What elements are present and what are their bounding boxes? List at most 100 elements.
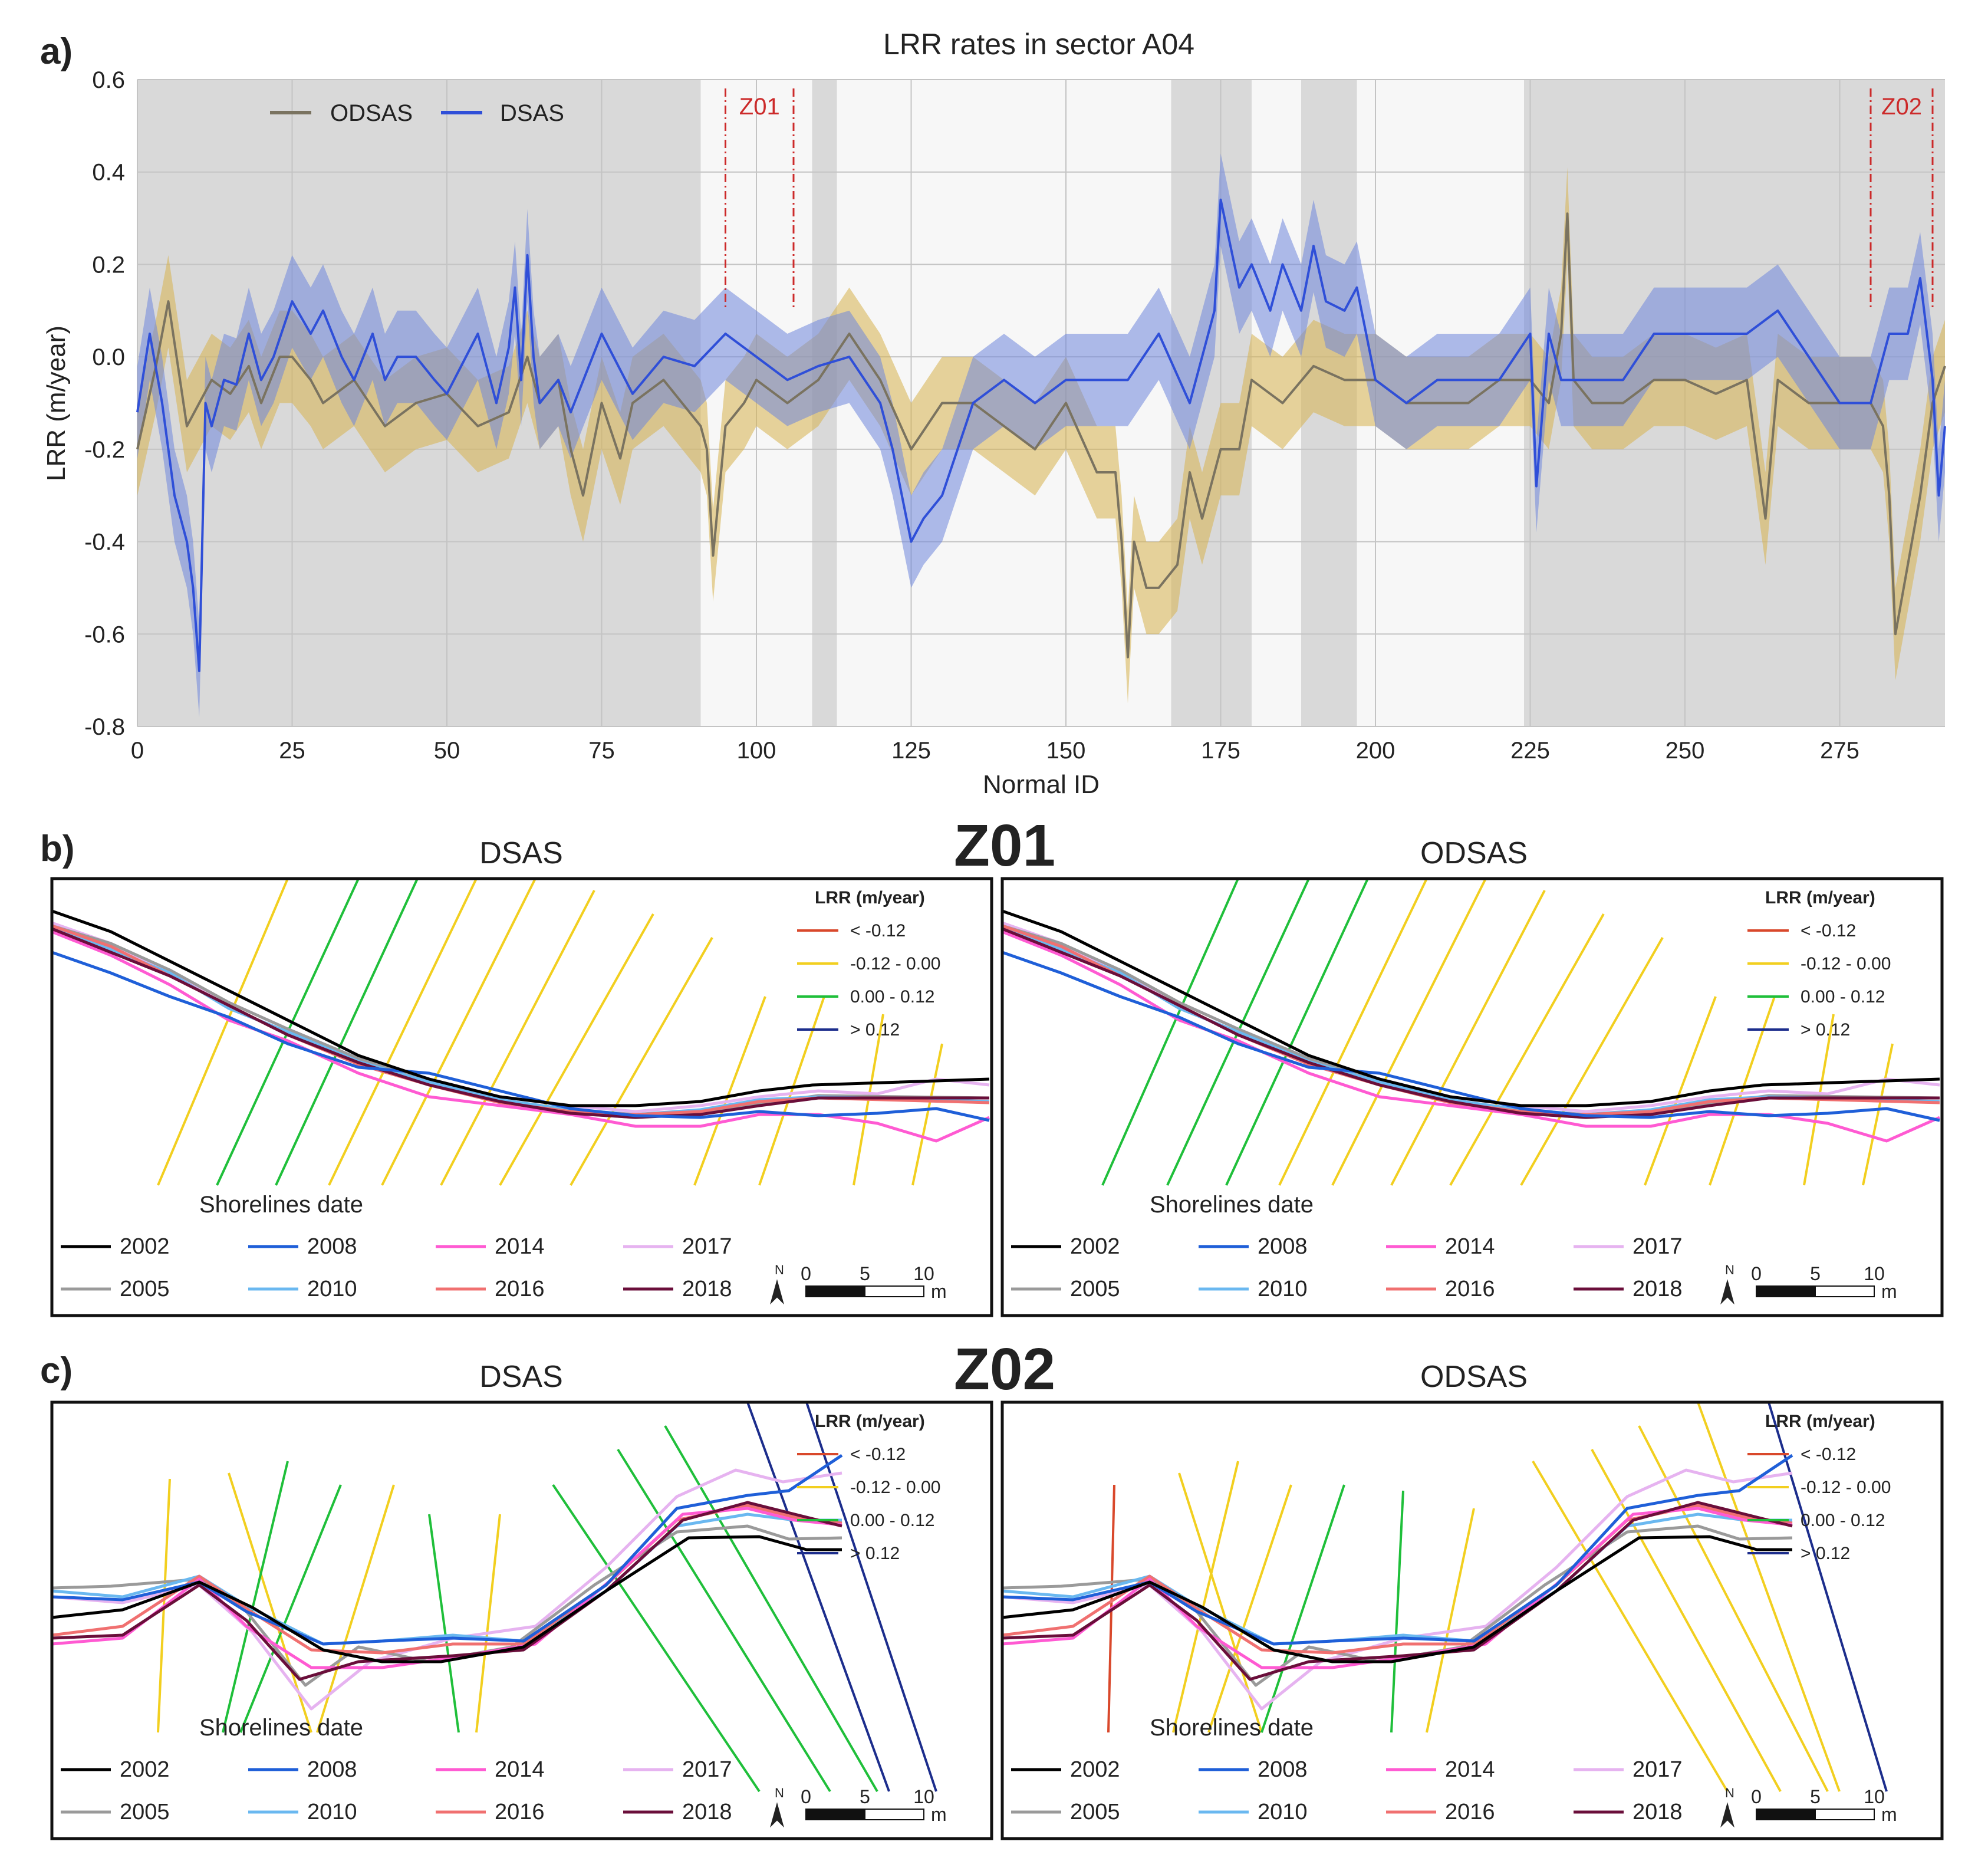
transect [746, 1402, 890, 1792]
transect [328, 879, 478, 1186]
x-tick-label: 125 [891, 738, 931, 764]
shoreline-2010 [1002, 927, 1940, 1116]
transect [381, 879, 537, 1186]
panel-a-label: a) [40, 31, 73, 72]
transect [758, 996, 825, 1186]
transect [157, 879, 289, 1186]
lrr-legend-label: 0.00 - 0.12 [850, 1511, 934, 1530]
lrr-legend-label: 0.00 - 0.12 [1801, 1511, 1885, 1530]
shoreline-2016 [52, 1504, 842, 1655]
transect [1697, 1402, 1841, 1792]
transect [1709, 996, 1776, 1186]
scalebar-label: 0 [801, 1786, 811, 1807]
north-label: N [775, 1786, 784, 1800]
lrr-legend-title: LRR (m/year) [1765, 888, 1875, 908]
x-tick-label: 75 [588, 738, 615, 764]
y-tick-label: 0.6 [92, 67, 125, 93]
transect [475, 1514, 501, 1733]
map-content [1002, 879, 1941, 1186]
lrr-legend-label: < -0.12 [1801, 921, 1856, 941]
x-tick-labels: 0 25 50 75 100 125 150 175 200 225 250 275 [131, 738, 1859, 764]
transect [1390, 890, 1546, 1186]
scalebar-white [864, 1809, 924, 1820]
scalebar-label: 10 [913, 1786, 934, 1807]
lrr-legend-label: 0.00 - 0.12 [850, 987, 934, 1007]
shoreline-2018 [1002, 927, 1940, 1119]
x-tick-label: 200 [1356, 738, 1395, 764]
map-frame [1000, 877, 1944, 1317]
transect [1207, 1484, 1292, 1733]
north-label: N [775, 1262, 784, 1277]
shoreline-legend-label: 2014 [495, 1234, 545, 1259]
north-label: N [1725, 1262, 1734, 1277]
transect [693, 996, 766, 1186]
map-frame [1000, 1400, 1944, 1840]
shoreline-legend-label: 2002 [120, 1234, 170, 1259]
transect [1591, 1449, 1782, 1792]
north-label: N [1725, 1786, 1734, 1800]
y-tick-label: 0.4 [92, 160, 125, 186]
scalebar-label: 10 [913, 1263, 934, 1284]
lrr-legend-title: LRR (m/year) [815, 888, 925, 908]
shoreline-legend-label: 2018 [682, 1800, 732, 1824]
x-tick-label: 250 [1666, 738, 1705, 764]
y-tick-label: -0.6 [84, 622, 125, 647]
lrr-legend-label: < -0.12 [850, 921, 906, 941]
y-axis-label: LRR (m/year) [42, 325, 71, 481]
shoreline-legend-label: 2018 [682, 1277, 732, 1301]
transect [222, 1461, 289, 1733]
panel-c-left-title: DSAS [479, 1360, 563, 1394]
shoreline-2002 [52, 1535, 842, 1663]
shoreline-legend-label: 2016 [1445, 1800, 1495, 1824]
shoreline-2002 [52, 909, 990, 1107]
scalebar-unit: m [1881, 1281, 1897, 1302]
shorelines-legend-title: Shorelines date [1150, 1715, 1314, 1741]
scalebar-label: 0 [1751, 1263, 1762, 1284]
x-tick-label: 100 [737, 738, 776, 764]
shoreline-legend-label: 2016 [1445, 1277, 1495, 1301]
shoreline-legend-label: 2008 [1258, 1234, 1308, 1259]
shoreline-2014 [52, 930, 990, 1143]
x-axis-label: Normal ID [983, 770, 1100, 799]
y-tick-labels: -0.8 -0.6 -0.4 -0.2 0.0 0.2 0.4 0.6 [84, 67, 125, 740]
transect [1390, 1490, 1404, 1733]
transect [428, 1514, 460, 1733]
shoreline-2002 [1002, 1535, 1792, 1663]
transect [617, 1448, 831, 1793]
x-tick-label: 150 [1046, 738, 1086, 764]
transect [1532, 1460, 1729, 1793]
shoreline-2018 [52, 1501, 842, 1681]
transect [1260, 1484, 1345, 1733]
scalebar-black [1756, 1809, 1816, 1820]
lrr-legend-label: < -0.12 [850, 1445, 906, 1464]
lrr-legend-label: 0.00 - 0.12 [1801, 987, 1885, 1007]
transect [1225, 879, 1369, 1186]
panel-b-label: b) [40, 828, 75, 869]
shoreline-legend-label: 2018 [1632, 1800, 1683, 1824]
scalebar-label: 5 [860, 1786, 870, 1807]
map-content [52, 879, 990, 1186]
shoreline-2018 [52, 927, 989, 1119]
scalebar-white [1815, 1809, 1875, 1820]
shoreline-legend-label: 2010 [1258, 1800, 1308, 1824]
zone-markers: Z01 Z02 [725, 88, 1934, 311]
scalebar-black [1756, 1285, 1816, 1297]
line-odsas [136, 212, 1946, 659]
scalebar-black [805, 1285, 865, 1297]
transect [1449, 913, 1605, 1186]
transect [1426, 1508, 1475, 1733]
panel-b-zone-title: Z01 [954, 813, 1055, 879]
shoreline-legend-label: 2002 [1070, 1234, 1120, 1259]
x-tick-label: 0 [131, 738, 144, 764]
chart-legend: ODSAS DSAS [270, 100, 564, 126]
shoreline-legend-label: 2008 [307, 1757, 357, 1782]
shoreline-legend-label: 2017 [682, 1757, 732, 1782]
shoreline-legend-label: 2018 [1632, 1277, 1683, 1301]
scalebar-label: 0 [801, 1263, 811, 1284]
panel-b-left-title: DSAS [479, 836, 563, 870]
map-panel-c-odsas: LRR (m/year) < -0.12 -0.12 - 0.00 0.00 - 0.… [1000, 1400, 1944, 1840]
shoreline-legend-label: 2010 [307, 1800, 357, 1824]
lrr-legend-label: > 0.12 [1801, 1020, 1850, 1040]
north-arrow-icon [770, 1802, 784, 1828]
